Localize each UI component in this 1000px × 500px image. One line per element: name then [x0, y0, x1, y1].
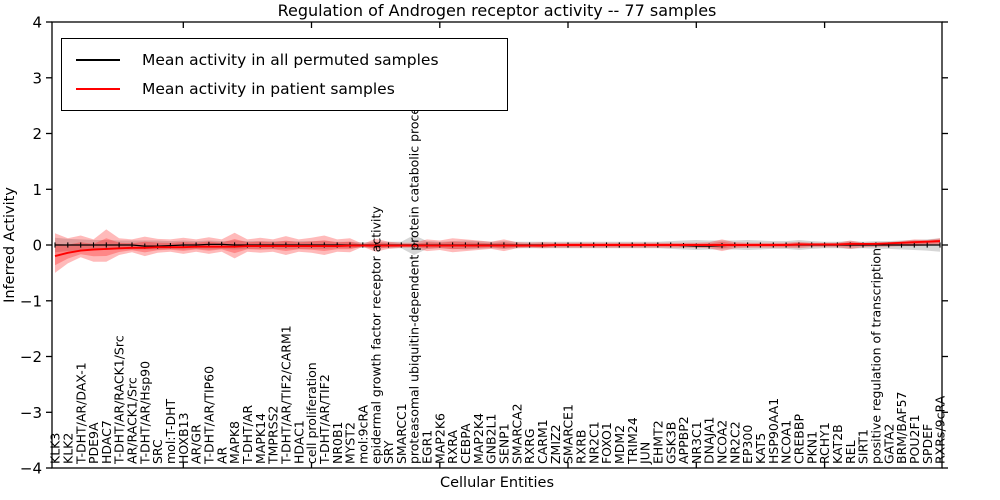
x-category-label: RXRG: [522, 428, 537, 464]
x-category-label: RXRs/9cRA: [933, 395, 948, 464]
y-tick-label: −1: [20, 292, 42, 310]
x-category-label: DNAJA1: [702, 417, 717, 465]
legend-line-red: [76, 87, 120, 90]
x-category-label: HSP90AA1: [766, 398, 781, 464]
x-axis-label: Cellular Entities: [439, 475, 555, 491]
x-category-label: positive regulation of transcription: [869, 248, 884, 464]
chart-title: Regulation of Androgen receptor activity…: [277, 1, 717, 20]
x-category-label: GSK3B: [663, 422, 678, 464]
x-category-label: JUN: [638, 442, 653, 465]
x-category-label: mol:T-DHT: [163, 398, 178, 464]
x-category-label: HDAC1: [291, 420, 306, 464]
y-tick-label: 2: [32, 125, 42, 143]
x-category-label: EHMT2: [650, 420, 665, 464]
x-category-label: REL: [843, 440, 858, 464]
y-tick-label: 4: [32, 14, 42, 32]
x-category-label: SRY: [381, 440, 396, 464]
x-category-label: NR3C1: [689, 421, 704, 464]
x-category-label: T-DHT/AR: [240, 405, 255, 465]
x-category-label: FOXO1: [599, 422, 614, 464]
x-category-label: SPDEF: [920, 424, 935, 464]
x-category-label: epidermal growth factor receptor activit…: [368, 206, 383, 464]
x-category-label: T-DHT/AR/TIF2: [317, 374, 332, 465]
x-category-label: NR2C2: [727, 421, 742, 464]
x-category-label: NR2C1: [586, 421, 601, 464]
x-category-label: AR/RACK1/Src: [125, 377, 140, 464]
x-category-label: T-DHT/AR/DAX-1: [73, 362, 88, 465]
x-category-label: PDE9A: [86, 422, 101, 464]
x-category-label: T-DHT/AR/TIP60: [202, 366, 217, 465]
x-category-label: CARM1: [535, 419, 550, 464]
x-category-label: CEBPA: [458, 423, 473, 464]
x-category-label: HDAC7: [99, 420, 114, 464]
x-category-label: EGR1: [420, 430, 435, 464]
x-category-label: KAT5: [753, 433, 768, 464]
x-category-label: ZMIZ2: [548, 424, 563, 464]
y-tick-label: 3: [32, 69, 42, 87]
x-category-label: T-DHT/AR/RACK1/Src: [112, 335, 127, 465]
y-tick-label: 0: [32, 237, 42, 255]
x-category-label: TMPRSS2: [266, 406, 281, 465]
x-category-label: PKN1: [804, 431, 819, 464]
x-category-label: T-DHT/AR/TIF2/CARM1: [279, 325, 294, 465]
x-category-label: mol:9cRA: [355, 404, 370, 464]
x-category-label: KLK2: [60, 433, 75, 464]
legend-line-black: [76, 59, 120, 62]
x-category-label: AR: [214, 446, 229, 464]
x-category-label: SMARCE1: [561, 404, 576, 464]
x-category-label: SIRT1: [856, 429, 871, 464]
y-tick-label: 1: [32, 181, 42, 199]
x-category-label: AR/GR: [189, 424, 204, 464]
x-category-label: RXRB: [574, 429, 589, 464]
x-category-label: RXRA: [445, 430, 460, 464]
x-category-label: proteasomal ubiquitin-dependent protein …: [407, 94, 422, 464]
y-tick-label: −3: [20, 404, 42, 422]
x-category-label: MAP2K4: [471, 413, 486, 464]
x-category-label: SRC: [150, 439, 165, 464]
x-category-label: POU2F1: [907, 414, 922, 464]
x-category-label: APPBP2: [676, 416, 691, 464]
legend-label-patient: Mean activity in patient samples: [142, 79, 395, 98]
x-category-label: RCHY1: [817, 422, 832, 464]
x-category-label: NCOA1: [779, 420, 794, 464]
x-category-label: GATA2: [881, 424, 896, 464]
x-category-label: NCOA2: [715, 420, 730, 464]
x-category-label: T-DHT/AR/Hsp90: [137, 361, 152, 465]
legend-item-permuted: Mean activity in all permuted samples: [76, 51, 507, 69]
x-category-label: cell proliferation: [304, 362, 319, 464]
x-category-label: TRIM24: [625, 417, 640, 465]
patient-samples-range-band: [55, 229, 940, 273]
x-category-label: NR0B1: [330, 421, 345, 464]
legend: Mean activity in all permuted samples Me…: [61, 38, 508, 111]
x-category-label: EP300: [740, 425, 755, 464]
y-tick-label: −4: [20, 460, 42, 478]
x-category-label: CREBBP: [792, 414, 807, 464]
x-category-label: SENP1: [497, 423, 512, 464]
x-category-label: MDM2: [612, 425, 627, 464]
x-category-label: KAT2B: [830, 424, 845, 464]
legend-item-patient: Mean activity in patient samples: [76, 80, 507, 98]
patient-mean-line: [54, 240, 941, 258]
x-category-label: SMARCA2: [509, 403, 524, 464]
x-category-label: MYST2: [343, 422, 358, 464]
x-category-label: SMARCC1: [394, 403, 409, 464]
x-category-label: MAPK8: [227, 421, 242, 464]
x-category-label: MAP2K6: [432, 413, 447, 464]
x-category-label: HOXB13: [176, 413, 191, 464]
y-tick-label: −2: [20, 348, 42, 366]
x-category-label: GNB2L1: [484, 414, 499, 464]
x-category-label: MAPK14: [253, 413, 268, 464]
x-category-label: BRM/BAF57: [894, 392, 909, 464]
legend-label-permuted: Mean activity in all permuted samples: [142, 51, 439, 70]
